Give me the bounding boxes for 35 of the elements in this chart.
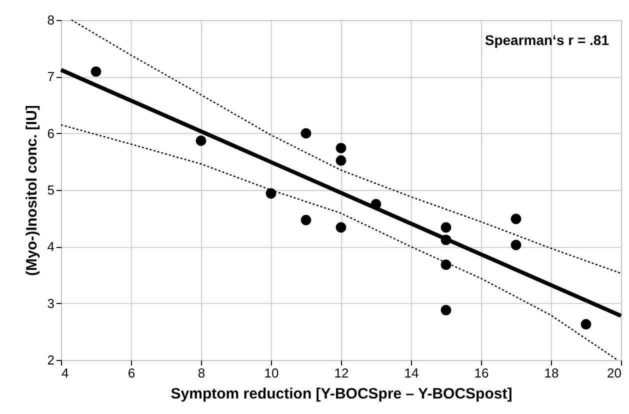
point xyxy=(90,66,102,77)
x-tick-label: 18 xyxy=(544,366,559,380)
x-axis-title: Symptom reduction [Y-BOCSpre – Y-BOCSpost] xyxy=(170,386,512,402)
y-tick-label: 3 xyxy=(47,296,54,311)
x-tick-label: 14 xyxy=(404,366,419,380)
y-axis-title: (Myo-)Inositol conc. [IU] xyxy=(23,105,40,276)
line-series xyxy=(60,124,618,361)
point xyxy=(336,155,346,166)
y-tick-label: 7 xyxy=(47,69,54,84)
point xyxy=(300,128,312,139)
y-tick-label: 2 xyxy=(47,352,54,368)
point xyxy=(510,214,522,224)
x-tick-label: 8 xyxy=(198,366,206,380)
point xyxy=(266,188,276,199)
x-tick-label: 20 xyxy=(607,366,622,380)
point xyxy=(510,240,522,250)
x-tick-label: 4 xyxy=(62,366,69,380)
y-tick-label: 8 xyxy=(47,12,54,28)
point xyxy=(336,222,346,233)
y-tick-label: 4 xyxy=(47,239,54,254)
point xyxy=(196,135,206,146)
point xyxy=(440,260,452,270)
x-tick-label: 16 xyxy=(474,366,489,380)
point xyxy=(580,319,592,330)
point xyxy=(440,304,452,316)
y-tick-label: 6 xyxy=(47,126,54,141)
annotation: Spearman‘s r = .81 xyxy=(484,32,610,48)
point xyxy=(300,214,312,226)
y-tick-label: 5 xyxy=(47,182,54,198)
x-tick-label: 12 xyxy=(334,366,349,380)
point xyxy=(336,142,346,154)
line-series xyxy=(70,19,622,274)
point xyxy=(440,222,452,233)
x-tick-label: 10 xyxy=(264,366,279,380)
x-tick-label: 6 xyxy=(128,366,136,380)
